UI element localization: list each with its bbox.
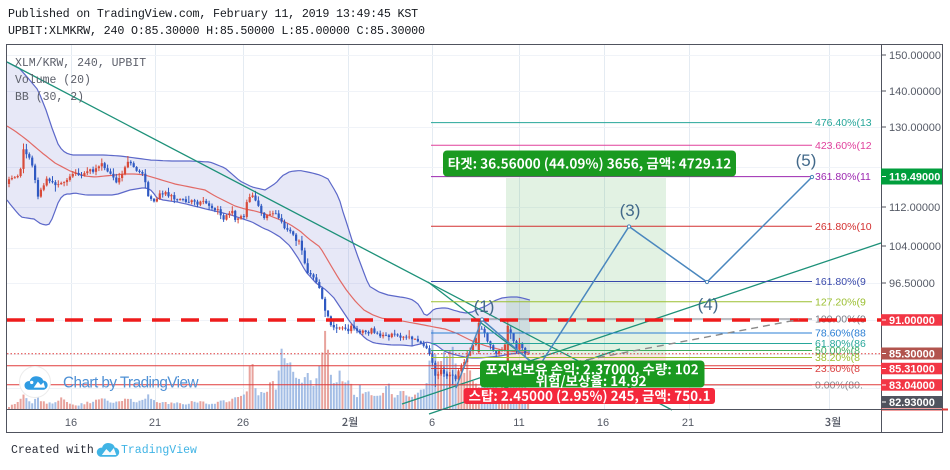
svg-text:96.50000: 96.50000 <box>889 278 935 290</box>
svg-text:361.80%(11: 361.80%(11 <box>815 171 871 183</box>
svg-text:21: 21 <box>149 417 161 429</box>
svg-text:6: 6 <box>429 417 435 429</box>
svg-text:16: 16 <box>65 417 77 429</box>
svg-text:0.00%(80.: 0.00%(80. <box>815 380 863 392</box>
svg-text:78.60%(88: 78.60%(88 <box>815 328 866 340</box>
svg-text:Chart by TradingView: Chart by TradingView <box>63 375 199 392</box>
svg-text:(3): (3) <box>620 201 641 220</box>
svg-text:21: 21 <box>682 417 694 429</box>
svg-text:11: 11 <box>513 417 524 429</box>
svg-text:423.60%(12: 423.60%(12 <box>815 140 872 152</box>
svg-text:16: 16 <box>597 417 609 429</box>
svg-text:161.80%(9: 161.80%(9 <box>815 276 866 288</box>
svg-text:38.20%(8: 38.20%(8 <box>815 352 860 364</box>
svg-text:150.00000: 150.00000 <box>889 50 941 62</box>
svg-text:476.40%(13: 476.40%(13 <box>815 117 872 129</box>
svg-text:91.00000: 91.00000 <box>889 315 935 327</box>
svg-text:(4): (4) <box>698 295 719 314</box>
svg-text:BB (30, 2): BB (30, 2) <box>15 91 84 104</box>
svg-text:Volume (20): Volume (20) <box>15 74 91 87</box>
svg-text:140.00000: 140.00000 <box>889 86 941 98</box>
svg-text:85.31000: 85.31000 <box>889 364 935 376</box>
svg-text:261.80%(10: 261.80%(10 <box>815 221 872 233</box>
svg-text:85.30000: 85.30000 <box>889 349 935 361</box>
svg-text:127.20%(9: 127.20%(9 <box>815 296 866 308</box>
svg-text:61.80%(86: 61.80%(86 <box>815 338 866 350</box>
svg-text:XLM/KRW, 240, UPBIT: XLM/KRW, 240, UPBIT <box>15 57 146 70</box>
svg-text:100.00%(9: 100.00%(9 <box>815 314 866 326</box>
svg-text:112.00000: 112.00000 <box>889 202 940 214</box>
svg-text:119.49000: 119.49000 <box>889 172 940 184</box>
svg-text:(5): (5) <box>796 151 817 170</box>
svg-text:104.00000: 104.00000 <box>889 241 941 253</box>
svg-text:82.93000: 82.93000 <box>889 397 935 409</box>
svg-text:26: 26 <box>237 417 249 429</box>
svg-text:130.00000: 130.00000 <box>889 122 941 134</box>
svg-text:23.60%(8: 23.60%(8 <box>815 363 860 375</box>
svg-text:83.04000: 83.04000 <box>889 380 935 392</box>
svg-text:(1): (1) <box>474 297 495 316</box>
